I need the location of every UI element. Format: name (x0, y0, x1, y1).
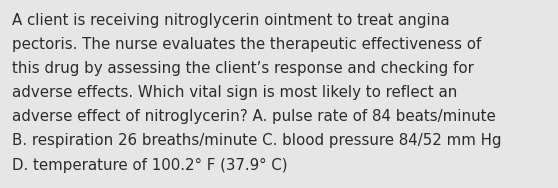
Text: pectoris. The nurse evaluates the therapeutic effectiveness of: pectoris. The nurse evaluates the therap… (12, 37, 482, 52)
Text: B. respiration 26 breaths/minute C. blood pressure 84/52 mm Hg: B. respiration 26 breaths/minute C. bloo… (12, 133, 502, 149)
Text: adverse effect of nitroglycerin? A. pulse rate of 84 beats/minute: adverse effect of nitroglycerin? A. puls… (12, 109, 496, 124)
Text: this drug by assessing the client’s response and checking for: this drug by assessing the client’s resp… (12, 61, 474, 76)
Text: D. temperature of 100.2° F (37.9° C): D. temperature of 100.2° F (37.9° C) (12, 158, 288, 173)
Text: adverse effects. Which vital sign is most likely to reflect an: adverse effects. Which vital sign is mos… (12, 85, 458, 100)
Text: A client is receiving nitroglycerin ointment to treat angina: A client is receiving nitroglycerin oint… (12, 13, 450, 28)
